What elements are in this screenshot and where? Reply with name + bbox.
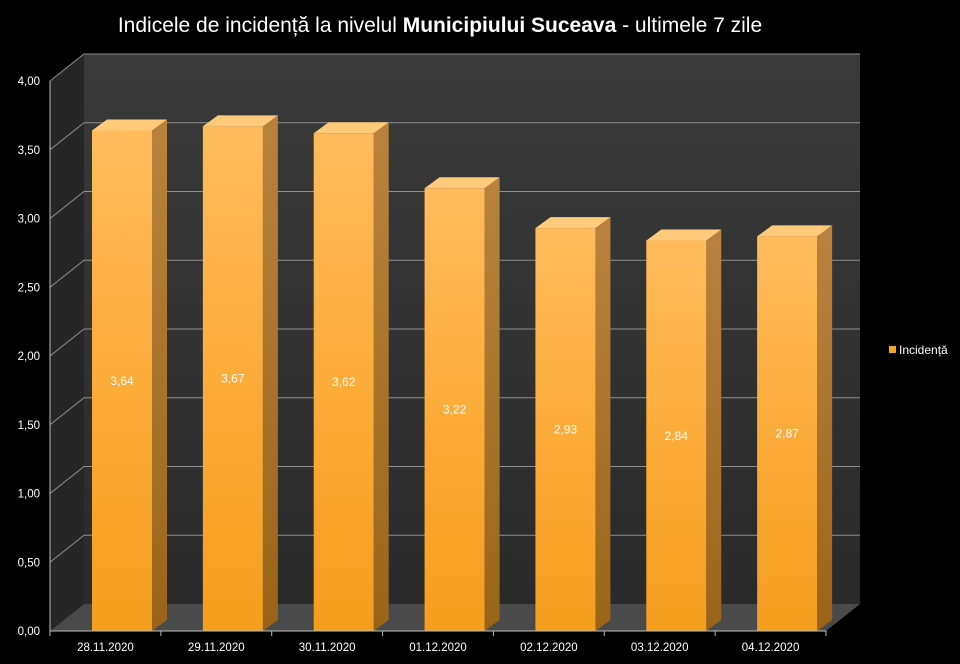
bar-top — [424, 177, 500, 189]
data-label: 3,67 — [221, 372, 245, 386]
y-tick-label: 1,00 — [18, 489, 40, 501]
bar-side — [262, 115, 278, 631]
y-tick-label: 3,00 — [18, 214, 40, 226]
bar — [202, 126, 263, 631]
x-tick-label: 01.12.2020 — [409, 642, 467, 654]
y-tick-label: 1,50 — [18, 420, 40, 432]
bar — [646, 240, 707, 631]
data-label: 3,62 — [332, 375, 356, 389]
x-tick-label: 28.11.2020 — [77, 642, 134, 654]
bar-top — [202, 115, 278, 127]
title-part-3: - ultimele 7 zile — [616, 14, 763, 37]
gridline — [49, 122, 860, 151]
bar-side — [595, 217, 611, 631]
x-tick-label: 04.12.2020 — [742, 642, 800, 654]
legend-swatch — [889, 346, 896, 353]
bar — [757, 236, 818, 631]
bar — [92, 130, 152, 631]
x-tick-label: 30.11.2020 — [299, 642, 356, 654]
x-tick-label: 03.12.2020 — [631, 642, 689, 654]
data-label: 2,93 — [554, 423, 578, 437]
bar — [424, 188, 485, 631]
bar-side — [706, 229, 722, 631]
legend: Incidență — [889, 343, 948, 357]
y-tick-label: 0,00 — [18, 626, 40, 638]
title-part-bold: Municipiului Suceava — [402, 14, 617, 37]
y-tick-label: 0,50 — [18, 557, 40, 569]
y-tick-label: 2,00 — [18, 351, 40, 363]
bar-side — [484, 177, 500, 631]
title-part-1: Indicele de incidență la nivelul — [117, 14, 403, 37]
bar — [535, 228, 596, 631]
y-tick-label: 2,50 — [18, 282, 40, 294]
bar-side — [152, 119, 167, 631]
bar-top — [757, 225, 833, 237]
bar — [313, 133, 374, 631]
x-tick-label: 02.12.2020 — [520, 642, 578, 654]
y-tick-label: 4,00 — [18, 76, 40, 88]
bar-top — [535, 217, 611, 229]
bar-top — [92, 119, 167, 131]
bar-top — [646, 229, 722, 241]
data-label: 2,84 — [665, 429, 689, 443]
gridline — [49, 191, 860, 219]
y-tick-label: 3,50 — [18, 145, 40, 157]
bar-top — [313, 122, 389, 134]
x-tick-label: 29.11.2020 — [188, 642, 245, 654]
data-label: 3,22 — [443, 403, 467, 417]
data-label: 3,64 — [110, 374, 134, 388]
chart-title: Indicele de incidență la nivelul Municip… — [0, 14, 880, 38]
legend-label: Incidență — [899, 343, 948, 357]
bar-side — [817, 225, 833, 631]
data-label: 2,87 — [775, 427, 799, 441]
bar-side — [373, 122, 389, 631]
gridline — [49, 53, 860, 82]
